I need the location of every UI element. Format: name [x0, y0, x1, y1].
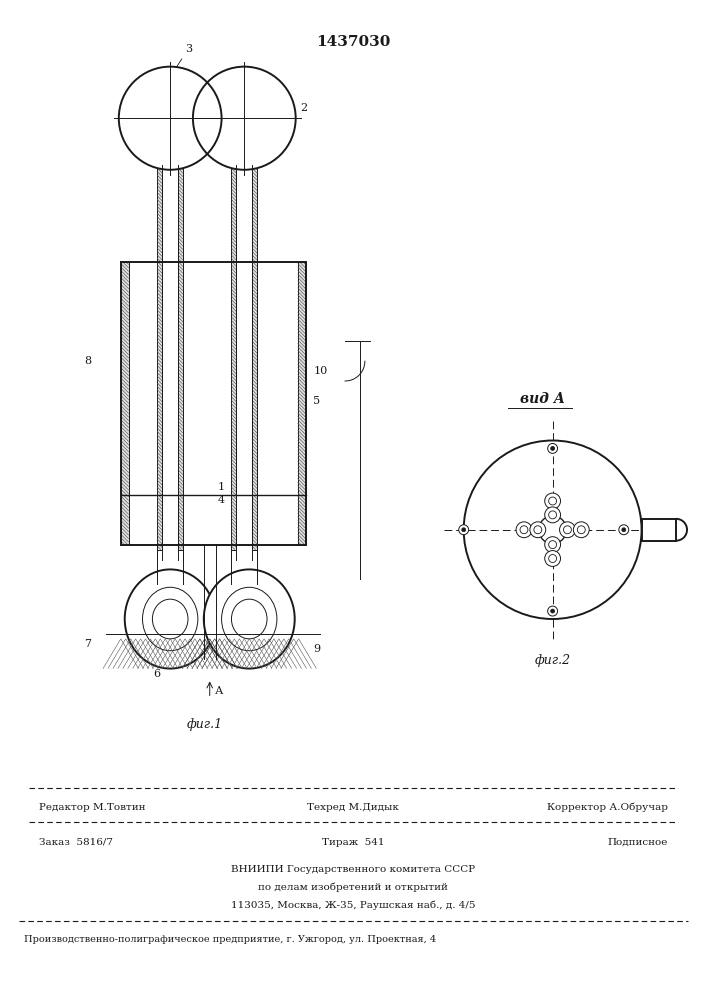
- Circle shape: [464, 440, 641, 619]
- Text: Заказ  5816/7: Заказ 5816/7: [39, 838, 112, 847]
- Bar: [158, 165, 163, 262]
- Text: 113035, Москва, Ж-35, Раушская наб., д. 4/5: 113035, Москва, Ж-35, Раушская наб., д. …: [230, 901, 475, 910]
- Bar: [236, 262, 252, 555]
- Text: 5: 5: [313, 396, 320, 406]
- Circle shape: [549, 511, 556, 519]
- Bar: [252, 165, 257, 262]
- Circle shape: [534, 526, 542, 534]
- Circle shape: [549, 497, 556, 505]
- Bar: [178, 262, 183, 550]
- Circle shape: [549, 555, 556, 562]
- Circle shape: [516, 522, 532, 538]
- Text: по делам изобретений и открытий: по делам изобретений и открытий: [258, 883, 448, 892]
- Text: 8: 8: [84, 356, 91, 366]
- Text: Редактор М.Товтин: Редактор М.Товтин: [39, 803, 145, 812]
- Circle shape: [119, 67, 221, 170]
- Circle shape: [530, 522, 546, 538]
- Circle shape: [544, 493, 561, 509]
- Circle shape: [573, 522, 589, 538]
- Circle shape: [621, 528, 626, 532]
- Text: Подписное: Подписное: [608, 838, 668, 847]
- Text: 10: 10: [313, 366, 328, 376]
- Text: Тираж  541: Тираж 541: [322, 838, 385, 847]
- Text: 9: 9: [313, 644, 320, 654]
- Circle shape: [520, 526, 528, 534]
- Bar: [252, 262, 257, 550]
- Circle shape: [563, 526, 571, 534]
- Circle shape: [559, 522, 575, 538]
- Text: 1437030: 1437030: [316, 35, 390, 49]
- Circle shape: [619, 525, 629, 535]
- Circle shape: [193, 67, 296, 170]
- Circle shape: [459, 525, 469, 535]
- Text: Производственно-полиграфическое предприятие, г. Ужгород, ул. Проектная, 4: Производственно-полиграфическое предприя…: [24, 935, 436, 944]
- Text: 1: 1: [218, 482, 225, 492]
- Circle shape: [551, 446, 554, 450]
- Bar: [121, 262, 129, 545]
- Text: 7: 7: [84, 639, 91, 649]
- Text: 2: 2: [300, 103, 308, 113]
- Text: фиг.2: фиг.2: [534, 654, 571, 667]
- Text: 6: 6: [153, 669, 160, 679]
- Bar: [163, 165, 178, 262]
- Circle shape: [548, 443, 558, 453]
- Text: Техред М.Дидык: Техред М.Дидык: [307, 803, 399, 812]
- Circle shape: [462, 528, 466, 532]
- Bar: [298, 262, 305, 545]
- Circle shape: [578, 526, 585, 534]
- Bar: [231, 262, 236, 550]
- Text: вид А: вид А: [520, 392, 565, 406]
- Bar: [158, 262, 163, 550]
- Bar: [231, 165, 236, 262]
- Circle shape: [551, 609, 554, 613]
- Circle shape: [544, 507, 561, 523]
- Text: ВНИИПИ Государственного комитета СССР: ВНИИПИ Государственного комитета СССР: [231, 865, 475, 874]
- Circle shape: [544, 551, 561, 566]
- Ellipse shape: [124, 569, 216, 669]
- Bar: [129, 262, 298, 545]
- Circle shape: [539, 516, 566, 544]
- Bar: [178, 165, 183, 262]
- Circle shape: [544, 537, 561, 553]
- Circle shape: [548, 606, 558, 616]
- Circle shape: [549, 541, 556, 549]
- Ellipse shape: [204, 569, 295, 669]
- Text: 4: 4: [218, 495, 225, 505]
- Text: Корректор А.Обручар: Корректор А.Обручар: [547, 803, 668, 812]
- Text: фиг.1: фиг.1: [187, 718, 223, 731]
- Bar: [163, 262, 178, 555]
- Bar: [641, 519, 676, 541]
- Bar: [236, 165, 252, 262]
- Text: А: А: [215, 686, 223, 696]
- Text: 3: 3: [172, 44, 192, 74]
